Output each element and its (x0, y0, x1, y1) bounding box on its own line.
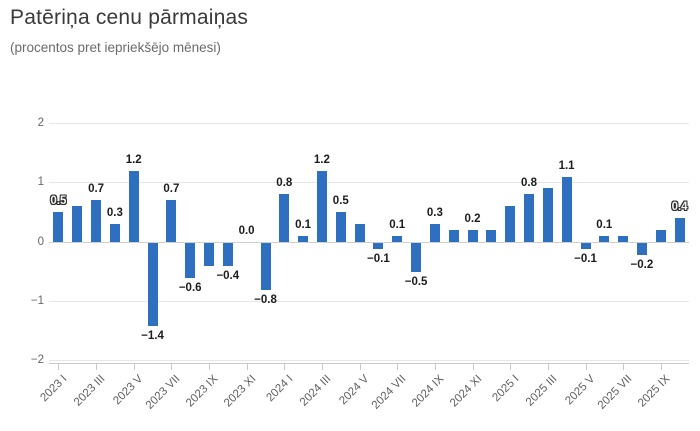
bar-data-label: −1.4 (141, 329, 164, 342)
bar[interactable] (279, 194, 290, 242)
bar[interactable] (599, 235, 610, 242)
x-axis-tick (472, 362, 474, 370)
bar[interactable] (335, 212, 346, 242)
bar-data-label: 0.0 (238, 224, 255, 237)
bar-data-label: −0.4 (216, 270, 240, 283)
bar-data-label: 0.8 (276, 177, 293, 190)
bar[interactable] (411, 242, 422, 273)
chart-subtitle: (procentos pret iepriekšējo mēnesi) (10, 40, 221, 55)
bar-data-label: 0.8 (521, 177, 537, 190)
bar[interactable] (53, 212, 64, 242)
bar[interactable] (542, 188, 553, 242)
x-axis-tick (397, 362, 399, 370)
bar[interactable] (636, 242, 647, 255)
bar[interactable] (373, 242, 384, 249)
bar[interactable] (91, 200, 102, 242)
y-axis-label: −2 (30, 354, 44, 367)
bar-data-label: 1.2 (125, 153, 142, 166)
x-axis-tick (660, 362, 662, 370)
x-axis-tick (96, 362, 98, 370)
y-axis-label: 1 (37, 176, 44, 189)
x-axis-tick (321, 362, 323, 370)
bar-data-label: 0.5 (50, 195, 67, 207)
bar[interactable] (655, 229, 666, 242)
bar-data-label: 0.1 (295, 218, 312, 231)
x-axis-tick (133, 362, 135, 370)
bar-data-label: 0.2 (464, 212, 481, 225)
bar[interactable] (72, 206, 83, 242)
bar[interactable] (204, 242, 214, 267)
bar[interactable] (561, 176, 572, 242)
bar-data-label: −0.2 (630, 258, 654, 271)
bar[interactable] (109, 223, 120, 242)
bar[interactable] (524, 194, 534, 242)
bar[interactable] (260, 242, 271, 291)
bar[interactable] (147, 242, 158, 326)
y-gridline (49, 360, 689, 362)
bar-data-label: 0.1 (389, 218, 406, 231)
y-gridline (49, 182, 689, 184)
x-axis-tick (434, 362, 436, 370)
x-axis-tick (209, 362, 210, 370)
bar-data-label: −0.8 (254, 294, 277, 307)
x-axis-line (49, 362, 689, 364)
bar[interactable] (429, 223, 440, 242)
bar[interactable] (166, 200, 177, 242)
bar-data-label: 0.7 (88, 183, 105, 196)
bar[interactable] (674, 218, 685, 242)
x-axis-tick (623, 362, 625, 370)
bar-data-label: 0.4 (671, 201, 688, 213)
zero-gridline (49, 241, 689, 243)
bar[interactable] (354, 223, 365, 242)
bar-data-label: 0.3 (106, 206, 123, 219)
chart-title: Patēriņa cenu pārmaiņas (10, 6, 249, 29)
bar[interactable] (222, 242, 233, 267)
bar-data-label: 0.7 (163, 183, 180, 196)
y-gridline (49, 301, 689, 302)
bar-data-label: 0.3 (426, 206, 443, 219)
bar[interactable] (505, 206, 516, 242)
x-axis-tick (547, 362, 549, 370)
x-axis-tick (510, 362, 512, 370)
y-axis-label: 0 (37, 235, 44, 248)
bar-data-label: 0.1 (596, 218, 613, 231)
y-gridline (49, 123, 689, 125)
y-axis-label: 2 (37, 117, 44, 130)
bar-data-label: −0.6 (178, 282, 202, 295)
bar[interactable] (580, 242, 591, 249)
x-axis-tick (359, 362, 361, 370)
bar[interactable] (298, 235, 309, 242)
bar[interactable] (392, 235, 403, 242)
x-axis-tick (284, 362, 286, 370)
bar-data-label: −0.1 (367, 252, 390, 265)
bar[interactable] (128, 170, 139, 242)
bar[interactable] (618, 235, 629, 242)
bar-data-label: 1.1 (558, 159, 575, 172)
y-axis-label: −1 (30, 295, 44, 307)
x-axis-tick (585, 362, 587, 370)
bar-data-label: 1.2 (313, 153, 330, 166)
x-axis-tick (246, 362, 248, 370)
bar[interactable] (467, 229, 478, 242)
x-axis-tick (171, 362, 173, 370)
bar[interactable] (185, 242, 196, 279)
bar[interactable] (486, 229, 497, 242)
bar[interactable] (448, 229, 459, 242)
bar-data-label: −0.1 (574, 252, 597, 265)
bar[interactable] (316, 170, 327, 242)
bar-data-label: −0.5 (404, 276, 428, 289)
x-axis-tick (58, 362, 60, 370)
bar-data-label: 0.5 (332, 195, 349, 207)
